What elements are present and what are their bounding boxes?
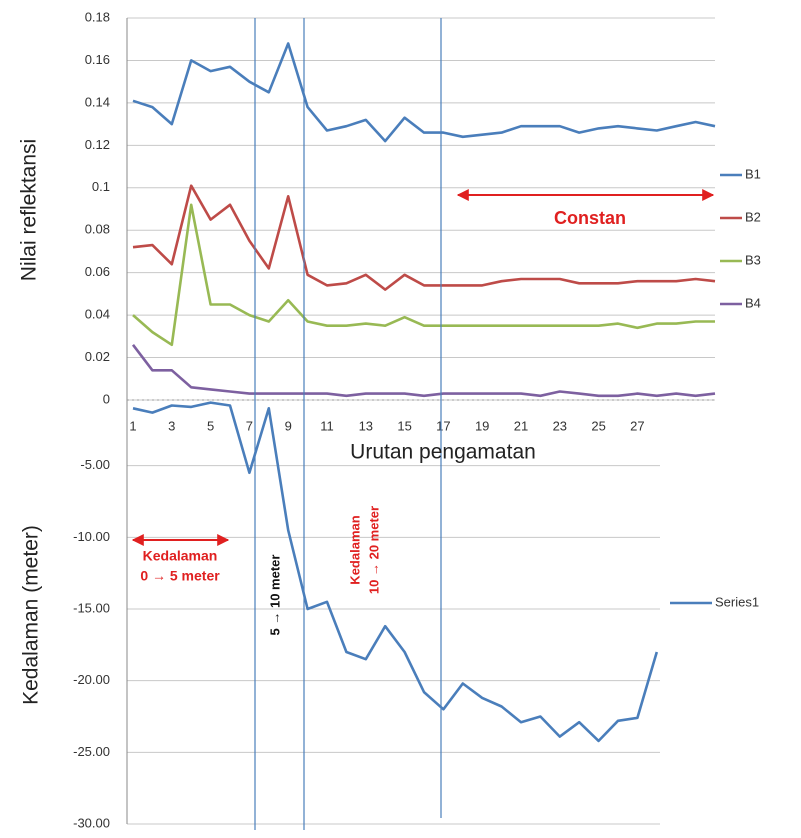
annotation: Kedalaman [143,548,218,564]
legend-label: B2 [745,209,761,224]
x-tick-label: 21 [514,418,528,433]
y-tick-label: -15.00 [73,600,110,615]
y-tick-label: -30.00 [73,815,110,830]
y-tick-label: 0.08 [85,222,110,237]
x-tick-label: 13 [359,418,373,433]
x-tick-label: 3 [168,418,175,433]
y-tick-label: 0.02 [85,349,110,364]
annotation: 10 → 20 meter [366,506,381,594]
series-line [131,344,716,398]
series-line [132,401,659,743]
series-line [132,184,716,291]
x-tick-label: 5 [207,418,214,433]
y-tick-label: -10.00 [73,529,110,544]
y-tick-label: 0.16 [85,52,110,67]
y-tick-label: -20.00 [73,672,110,687]
legend-label: B1 [745,166,761,181]
y-tick-label: 0.12 [85,137,110,152]
annotation: 0 → 5 meter [140,568,220,584]
x-tick-label: 11 [320,418,334,433]
series-line [132,42,716,143]
x-tick-label: 7 [246,418,253,433]
y-axis-title: Nilai reflektansi [18,139,41,281]
x-tick-label: 27 [630,418,644,433]
legend-label: Series1 [715,594,759,609]
x-tick-label: 9 [285,418,292,433]
annotation: Kedalaman [347,515,362,584]
x-tick-label: 19 [475,418,489,433]
x-tick-label: 15 [397,418,411,433]
annotation: 5 → 10 meter [267,555,282,636]
legend-label: B4 [745,295,761,310]
y-tick-label: -5.00 [80,457,110,472]
annotation: Constan [554,208,626,228]
x-tick-label: 1 [129,418,136,433]
y-tick-label: 0.18 [85,9,110,24]
y-tick-label: 0.06 [85,264,110,279]
y-tick-label: 0.04 [85,307,110,322]
y-tick-label: 0 [103,391,110,406]
y-axis-title: Kedalaman (meter) [20,525,43,705]
series-line [132,203,715,347]
y-tick-label: 0.1 [92,179,110,194]
y-tick-label: -25.00 [73,744,110,759]
y-tick-label: 0.14 [85,94,110,109]
x-tick-label: 25 [591,418,605,433]
x-tick-label: 17 [436,418,450,433]
x-tick-label: 23 [553,418,567,433]
legend-label: B3 [745,252,761,267]
x-axis-title: Urutan pengamatan [350,441,536,464]
